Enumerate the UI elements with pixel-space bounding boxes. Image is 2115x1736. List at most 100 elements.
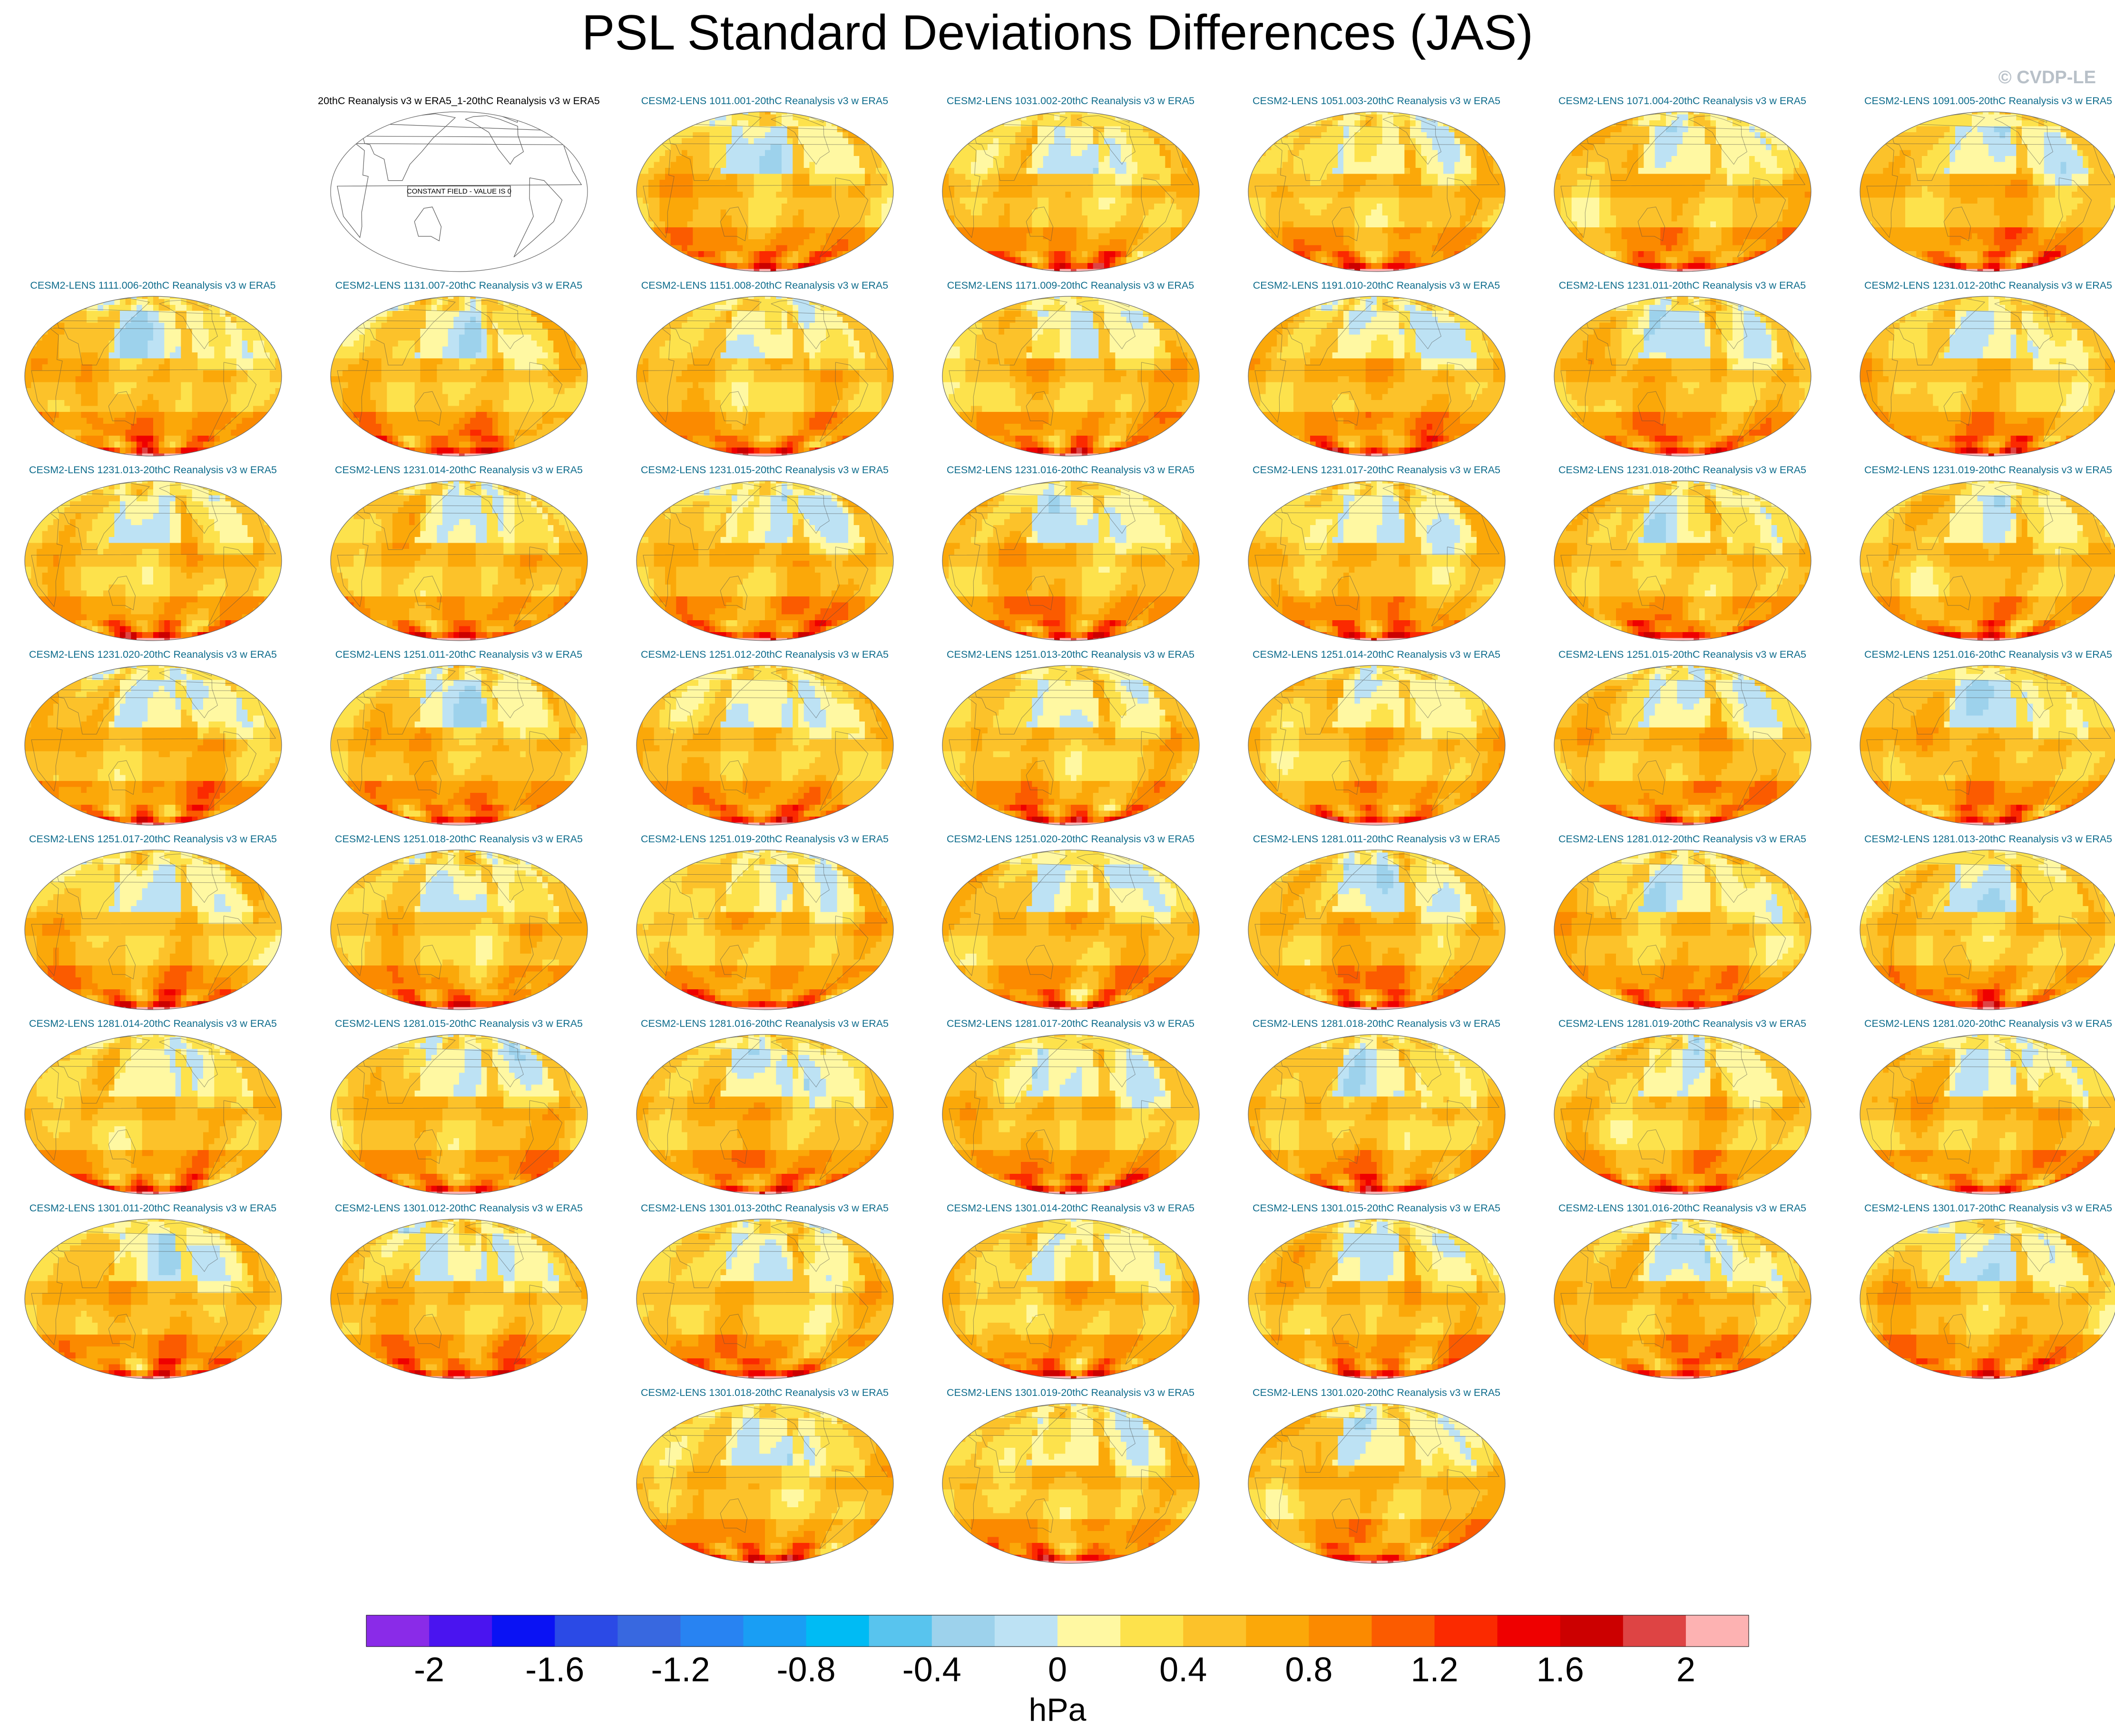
- field-cell: [1594, 180, 1599, 186]
- field-cell: [1032, 257, 1038, 263]
- field-cell: [1032, 168, 1038, 174]
- field-cell: [938, 144, 943, 150]
- field-cell: [1382, 186, 1388, 192]
- field-cell: [1421, 251, 1427, 257]
- field-cell: [1482, 257, 1488, 263]
- field-cell: [1683, 180, 1688, 186]
- field-cell: [1293, 162, 1299, 168]
- field-cell: [1388, 245, 1393, 252]
- field-cell: [809, 210, 815, 216]
- field-cell: [1415, 132, 1421, 138]
- field-cell: [1616, 156, 1622, 162]
- field-cell: [1026, 257, 1032, 263]
- field-cell: [670, 234, 676, 240]
- field-cell: [1415, 168, 1421, 174]
- field-cell: [1710, 156, 1716, 162]
- field-cell: [1365, 156, 1371, 162]
- field-cell: [960, 174, 965, 180]
- field-cell: [1504, 222, 1510, 228]
- field-cell: [682, 269, 687, 275]
- field-cell: [1332, 245, 1338, 252]
- field-cell: [1265, 204, 1271, 210]
- field-cell: [1015, 127, 1021, 133]
- field-cell: [1065, 192, 1071, 198]
- field-cell: [1699, 156, 1705, 162]
- field-cell: [1804, 150, 1810, 156]
- field-cell: [1321, 186, 1327, 192]
- field-cell: [1782, 210, 1788, 216]
- field-cell: [1633, 156, 1638, 162]
- field-cell: [1610, 186, 1616, 192]
- field-cell: [1176, 257, 1182, 263]
- field-cell: [1082, 263, 1087, 269]
- field-cell: [1377, 245, 1382, 252]
- field-cell: [704, 168, 709, 174]
- field-cell: [1810, 162, 1816, 168]
- field-cell: [1432, 138, 1438, 145]
- field-cell: [1198, 132, 1204, 138]
- field-cell: [1159, 150, 1165, 156]
- field-cell: [1393, 120, 1399, 127]
- field-cell: [1566, 198, 1572, 204]
- field-cell: [1415, 269, 1421, 275]
- field-cell: [1310, 239, 1316, 245]
- field-cell: [1477, 245, 1482, 252]
- field-cell: [1683, 186, 1688, 192]
- field-cell: [1126, 269, 1132, 275]
- field-cell: [1132, 132, 1137, 138]
- field-cell: [943, 162, 949, 168]
- field-cell: [1760, 132, 1766, 138]
- field-cell: [1321, 215, 1327, 222]
- field-cell: [1065, 257, 1071, 263]
- field-cell: [1265, 150, 1271, 156]
- field-cell: [853, 215, 859, 222]
- field-cell: [1377, 156, 1382, 162]
- field-cell: [1415, 144, 1421, 150]
- field-cell: [1071, 251, 1077, 257]
- field-cell: [943, 198, 949, 204]
- field-cell: [1365, 192, 1371, 198]
- field-cell: [1716, 150, 1722, 156]
- field-cell: [1048, 150, 1054, 156]
- field-cell: [1804, 120, 1810, 127]
- field-cell: [1015, 150, 1021, 156]
- field-cell: [765, 222, 771, 228]
- field-cell: [1382, 174, 1388, 180]
- field-cell: [1193, 150, 1198, 156]
- field-cell: [1454, 192, 1460, 198]
- field-cell: [1109, 251, 1115, 257]
- field-cell: [1159, 108, 1165, 115]
- field-cell: [1126, 168, 1132, 174]
- field-cell: [748, 174, 754, 180]
- field-cell: [842, 138, 848, 145]
- field-cell: [993, 234, 999, 240]
- field-cell: [776, 234, 782, 240]
- field-cell: [1038, 210, 1043, 216]
- field-cell: [1282, 227, 1288, 234]
- field-cell: [1182, 210, 1187, 216]
- field-cell: [776, 257, 782, 263]
- field-cell: [1588, 204, 1594, 210]
- field-cell: [720, 127, 726, 133]
- field-cell: [887, 156, 892, 162]
- field-cell: [1299, 245, 1304, 252]
- field-cell: [743, 198, 748, 204]
- field-cell: [1599, 120, 1605, 127]
- field-cell: [809, 150, 815, 156]
- map-panel: 20thC Reanalysis v3 w ERA5_1-20thC Reana…: [306, 95, 612, 276]
- field-cell: [709, 251, 715, 257]
- field-cell: [632, 227, 637, 234]
- field-cell: [1771, 150, 1777, 156]
- field-cell: [1293, 227, 1299, 234]
- field-cell: [648, 115, 654, 121]
- field-cell: [659, 269, 665, 275]
- field-cell: [1449, 263, 1454, 269]
- field-cell: [1627, 180, 1633, 186]
- field-cell: [1349, 174, 1354, 180]
- field-cell: [1688, 108, 1694, 115]
- field-cell: [632, 144, 637, 150]
- field-cell: [1771, 186, 1777, 192]
- field-cell: [1477, 150, 1482, 156]
- field-cell: [1498, 215, 1504, 222]
- field-cell: [1365, 251, 1371, 257]
